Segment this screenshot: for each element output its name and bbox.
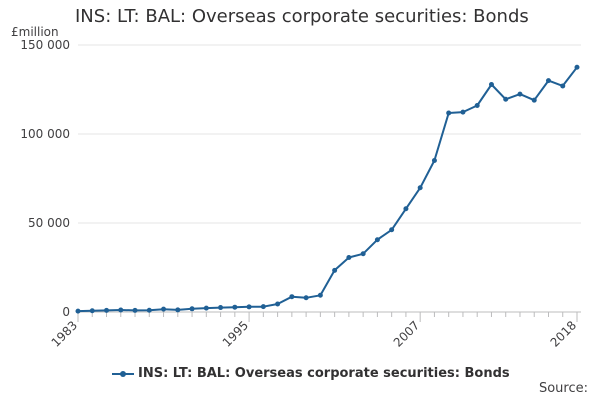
series-line xyxy=(77,66,578,313)
y-tick-label: 50 000 xyxy=(28,216,70,230)
data-point xyxy=(474,103,480,109)
data-point xyxy=(75,308,81,314)
data-point xyxy=(560,83,566,89)
x-tick-label: 1995 xyxy=(220,318,251,349)
data-point xyxy=(118,307,124,313)
legend[interactable]: INS: LT: BAL: Overseas corporate securit… xyxy=(112,366,510,381)
y-tick-label: 0 xyxy=(62,305,70,319)
data-point xyxy=(132,307,138,313)
data-point xyxy=(431,158,437,164)
data-point xyxy=(332,267,338,273)
data-point xyxy=(460,109,466,115)
data-point xyxy=(189,306,195,312)
x-tick-label: 2007 xyxy=(391,318,422,349)
series-lines xyxy=(77,66,578,313)
data-point xyxy=(289,294,295,300)
data-point xyxy=(89,308,95,314)
series-points xyxy=(75,64,580,314)
y-axis: 0 50 000 100 000 150 000 xyxy=(20,38,70,319)
data-point xyxy=(517,91,523,97)
x-axis: 1983 1995 2007 2018 xyxy=(49,312,579,350)
data-point xyxy=(146,307,152,313)
legend-label: INS: LT: BAL: Overseas corporate securit… xyxy=(138,366,510,381)
y-tick-label: 150 000 xyxy=(20,38,70,52)
data-point xyxy=(374,237,380,243)
data-point xyxy=(232,304,238,310)
data-point xyxy=(317,292,323,298)
data-point xyxy=(175,307,181,313)
data-point xyxy=(389,227,395,233)
data-point xyxy=(531,97,537,103)
data-point xyxy=(503,96,509,102)
chart-title: INS: LT: BAL: Overseas corporate securit… xyxy=(75,6,529,27)
data-point xyxy=(260,304,266,310)
data-point xyxy=(574,64,580,70)
data-point xyxy=(104,307,110,313)
x-tick-label: 1983 xyxy=(49,318,80,349)
data-point xyxy=(488,82,494,88)
x-tick-label: 2018 xyxy=(548,318,579,349)
y-axis-unit: £million xyxy=(11,25,59,39)
data-point xyxy=(203,305,209,311)
legend-line-marker-icon xyxy=(112,368,134,380)
data-point xyxy=(161,306,167,312)
grid-lines xyxy=(78,44,581,313)
data-point xyxy=(303,295,309,301)
data-point xyxy=(417,185,423,191)
data-point xyxy=(246,304,252,310)
data-point xyxy=(346,255,352,261)
data-point xyxy=(545,78,551,84)
data-point xyxy=(403,206,409,212)
y-tick-label: 100 000 xyxy=(20,127,70,141)
data-point xyxy=(446,110,452,116)
data-point xyxy=(360,251,366,257)
source-label: Source: xyxy=(538,381,588,396)
data-point xyxy=(275,301,281,307)
data-point xyxy=(218,305,224,311)
